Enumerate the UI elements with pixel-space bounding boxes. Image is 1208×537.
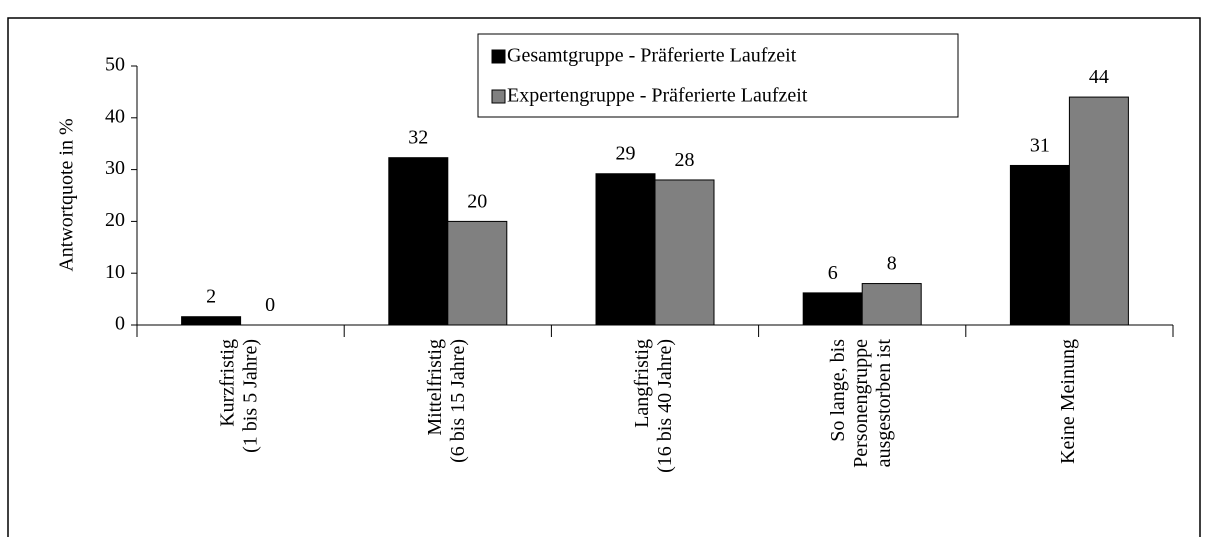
y-tick-label: 20 xyxy=(105,209,125,231)
x-tick-label: (16 bis 40 Jahre) xyxy=(654,339,676,473)
value-label: 28 xyxy=(675,149,695,171)
bar xyxy=(595,173,656,326)
x-tick-label: Langfristig xyxy=(631,339,653,428)
x-tick-label: Personengruppe xyxy=(850,339,872,468)
bar xyxy=(861,283,922,326)
bar xyxy=(181,316,242,326)
x-tick-label: (1 bis 5 Jahre) xyxy=(240,339,262,453)
bar xyxy=(1068,96,1129,326)
value-label: 32 xyxy=(408,127,428,149)
value-label: 2 xyxy=(206,286,216,308)
y-tick-label: 10 xyxy=(105,261,125,283)
x-tick-label: Kurzfristig xyxy=(217,339,239,427)
y-tick-label: 0 xyxy=(115,313,125,335)
x-tick-label: Keine Meinung xyxy=(1057,339,1079,464)
bar xyxy=(447,220,508,326)
y-axis-label: Antwortquote in % xyxy=(56,118,78,271)
frame xyxy=(7,17,1201,537)
x-tick-label: So lange, bis xyxy=(827,339,849,442)
legend-label: Gesamtgruppe - Präferierte Laufzeit xyxy=(507,45,797,67)
value-label: 20 xyxy=(467,190,487,212)
value-label: 29 xyxy=(616,143,636,165)
bar xyxy=(388,157,449,326)
value-label: 6 xyxy=(828,262,838,284)
value-label: 44 xyxy=(1089,66,1109,88)
bar xyxy=(1009,164,1070,326)
legend-swatch xyxy=(491,89,506,104)
value-label: 8 xyxy=(887,253,897,275)
bar xyxy=(802,292,863,326)
legend-swatch xyxy=(491,49,506,64)
legend-box xyxy=(477,33,959,118)
y-tick-label: 30 xyxy=(105,157,125,179)
value-label: 31 xyxy=(1030,134,1050,156)
x-tick-label: ausgestorben ist xyxy=(873,339,895,468)
value-label: 0 xyxy=(265,294,275,316)
x-tick-label: (6 bis 15 Jahre) xyxy=(447,339,469,463)
y-tick-label: 50 xyxy=(105,54,125,76)
bar xyxy=(654,179,715,326)
y-tick-label: 40 xyxy=(105,105,125,127)
legend-label: Expertengruppe - Präferierte Laufzeit xyxy=(507,85,808,107)
x-tick-label: Mittelfristig xyxy=(424,339,446,436)
